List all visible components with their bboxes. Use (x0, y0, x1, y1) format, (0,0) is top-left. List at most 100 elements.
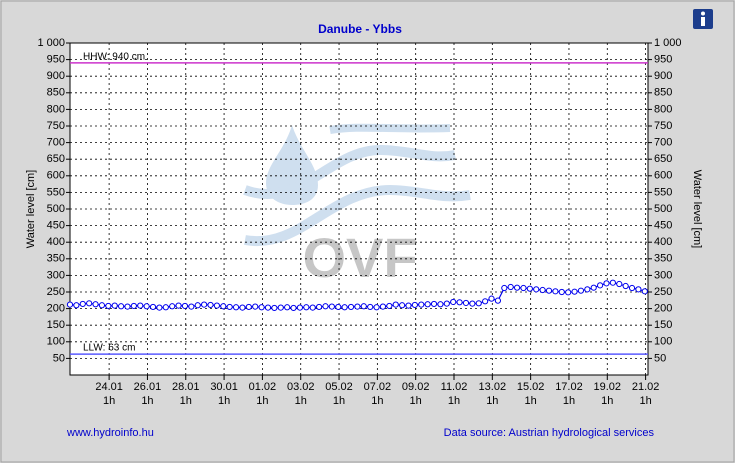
y-tick-label: 600 (47, 170, 65, 182)
x-tick-sublabel: 1h (333, 395, 345, 407)
data-point (309, 304, 316, 311)
y2-tick-label: 400 (654, 236, 672, 248)
data-point (213, 302, 220, 309)
y2-tick-label: 850 (654, 87, 672, 99)
data-point (392, 301, 399, 308)
y2-tick-label: 800 (654, 103, 672, 115)
x-tick-sublabel: 1h (141, 395, 153, 407)
chart-title: Danube - Ybbs (318, 22, 402, 36)
data-point (79, 300, 86, 308)
y-tick-label: 200 (47, 303, 65, 315)
data-point (92, 301, 99, 308)
y-tick-label: 650 (47, 153, 65, 165)
x-tick-label: 09.02 (402, 381, 430, 393)
watermark-logo (243, 123, 471, 247)
info-icon[interactable] (693, 9, 713, 29)
data-point (277, 304, 284, 311)
data-point (315, 303, 323, 311)
data-point (258, 304, 265, 311)
data-point (226, 303, 233, 311)
data-point (501, 284, 508, 292)
data-point (360, 303, 367, 310)
data-point (181, 302, 189, 310)
x-tick-sublabel: 1h (103, 395, 115, 407)
y-tick-label: 300 (47, 269, 65, 281)
footer-source: Data source: Austrian hydrological servi… (444, 427, 655, 439)
y2-tick-label: 950 (654, 54, 672, 66)
data-point (405, 302, 412, 309)
data-point (367, 303, 374, 311)
x-tick-sublabel: 1h (256, 395, 268, 407)
y2-tick-label: 100 (654, 336, 672, 348)
y2-tick-label: 350 (654, 253, 672, 265)
y2-tick-label: 450 (654, 220, 672, 232)
x-tick-sublabel: 1h (180, 395, 192, 407)
y2-tick-label: 1 000 (654, 37, 682, 49)
x-tick-label: 21.02 (632, 381, 660, 393)
x-tick-label: 03.02 (287, 381, 315, 393)
data-point (130, 302, 137, 310)
y-tick-label: 850 (47, 87, 65, 99)
y-tick-label: 950 (47, 54, 65, 66)
y2-tick-label: 700 (654, 137, 672, 149)
data-point (194, 302, 201, 309)
x-tick-sublabel: 1h (525, 395, 537, 407)
x-tick-label: 07.02 (364, 381, 392, 393)
data-point (399, 302, 406, 309)
data-point (609, 279, 616, 286)
footer-link[interactable]: www.hydroinfo.hu (66, 427, 154, 439)
data-point (143, 303, 150, 310)
x-tick-label: 01.02 (249, 381, 277, 393)
data-point (347, 303, 355, 311)
y-axis-label: Water level [cm] (25, 170, 37, 248)
x-tick-label: 17.02 (555, 381, 583, 393)
data-point (252, 303, 259, 310)
data-point (245, 303, 252, 311)
data-point (424, 301, 431, 308)
data-point (443, 300, 450, 307)
x-tick-label: 15.02 (517, 381, 545, 393)
data-point (303, 304, 310, 311)
data-point (328, 303, 335, 310)
data-point (117, 303, 125, 310)
data-point (322, 303, 329, 310)
data-point (513, 284, 521, 291)
data-point (232, 304, 240, 311)
x-tick-sublabel: 1h (448, 395, 460, 407)
y-tick-label: 150 (47, 319, 65, 331)
y-tick-label: 550 (47, 186, 65, 198)
data-point (271, 304, 278, 312)
y-tick-label: 400 (47, 236, 65, 248)
y2-tick-label: 200 (654, 303, 672, 315)
data-point (418, 301, 425, 308)
data-point (239, 304, 246, 311)
x-tick-sublabel: 1h (601, 395, 613, 407)
y-tick-label: 350 (47, 253, 65, 265)
data-point (175, 302, 182, 309)
data-point (494, 297, 502, 304)
data-point (590, 284, 597, 291)
data-point (105, 302, 112, 310)
y-tick-label: 50 (53, 352, 65, 364)
data-point (603, 280, 610, 287)
y-tick-label: 250 (47, 286, 65, 298)
y2-tick-label: 250 (654, 286, 672, 298)
data-point (482, 298, 489, 305)
reference-label: HHW: 940 cm (83, 52, 145, 63)
data-point (296, 304, 304, 311)
data-point (622, 282, 629, 290)
x-tick-label: 11.02 (441, 381, 468, 393)
data-point (558, 288, 565, 296)
data-point (284, 304, 291, 311)
data-point (545, 287, 553, 294)
data-point (379, 303, 387, 310)
data-point (188, 303, 195, 310)
data-point (616, 280, 623, 288)
data-point (386, 302, 393, 310)
y2-tick-label: 150 (654, 319, 672, 331)
data-point (520, 284, 527, 292)
data-point (430, 300, 438, 308)
y-tick-label: 500 (47, 203, 65, 215)
data-point (354, 303, 361, 310)
data-point (488, 295, 495, 302)
